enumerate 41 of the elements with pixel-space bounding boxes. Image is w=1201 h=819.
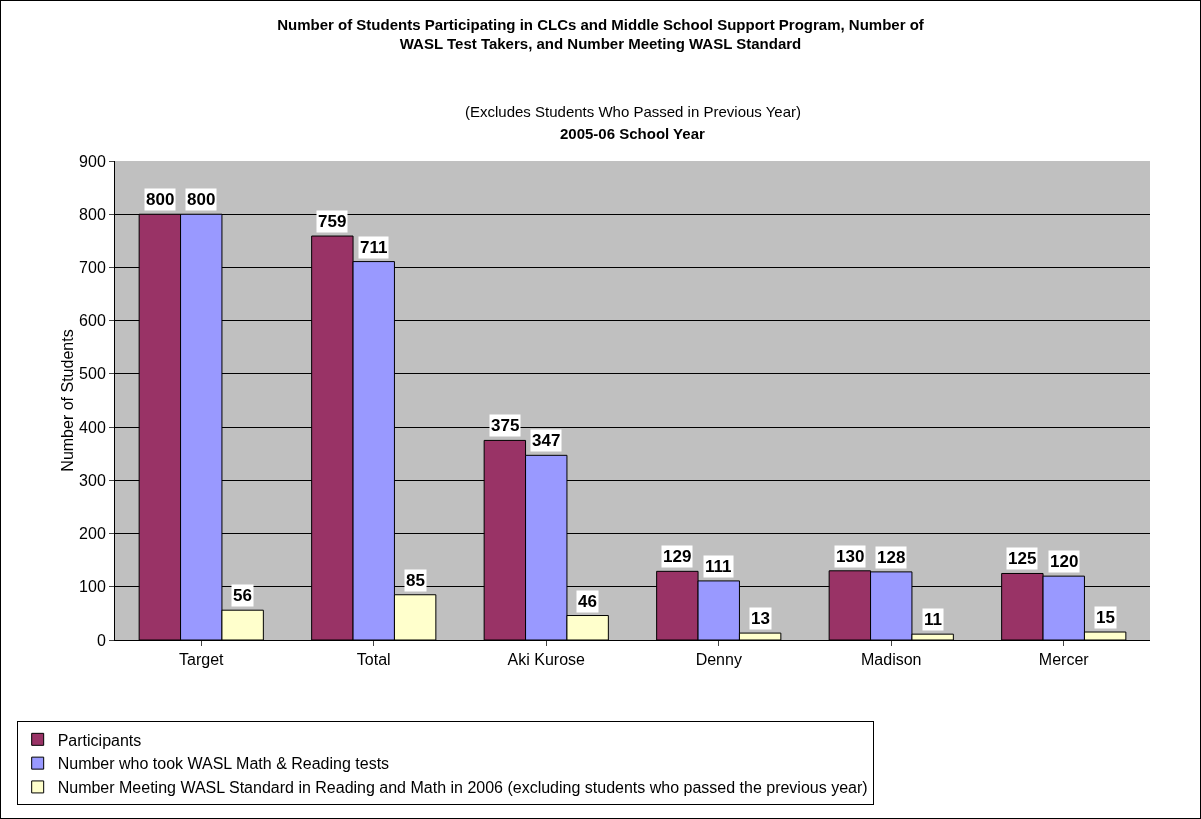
data-label: 56 [233, 586, 252, 605]
y-tick-label: 400 [79, 418, 106, 436]
data-label: 13 [751, 609, 770, 628]
legend-label: Participants [57, 731, 142, 749]
data-label: 125 [1008, 549, 1037, 568]
data-label: 11 [924, 610, 942, 629]
data-label: 347 [532, 431, 561, 450]
data-label: 129 [663, 547, 692, 566]
y-tick-label: 300 [79, 471, 106, 489]
x-tick-label: Madison [861, 651, 922, 669]
data-label: 800 [146, 190, 175, 209]
chart-title: Number of Students Participating in CLCs and Middle School Support Program, Number of WASL Test Takers, and Number Meeting WASL Standard [277, 15, 925, 53]
x-tick-label: Target [179, 651, 225, 669]
data-label: 759 [318, 212, 347, 231]
legend-label: Number who took WASL Math & Reading tests [57, 755, 390, 773]
y-axis-title: Number of Students [59, 329, 76, 472]
x-tick-label: Denny [695, 651, 742, 669]
y-tick-label: 0 [96, 631, 106, 649]
text: 2005-06 School Year [560, 125, 705, 142]
y-tick-label: 800 [79, 205, 106, 223]
x-tick-label: Mercer [1038, 651, 1090, 669]
legend-label: Number Meeting WASL Standard in Reading and Math in 2006 (excluding students who passed the previous year) [57, 779, 868, 797]
data-label: 111 [705, 557, 732, 576]
data-label: 711 [360, 238, 388, 257]
data-label: 46 [578, 592, 597, 611]
data-label: 120 [1050, 552, 1079, 571]
chart-subtitle: (Excludes Students Who Passed in Previous Year) [465, 103, 802, 120]
data-label: 375 [491, 416, 520, 435]
y-tick-label: 500 [79, 365, 106, 383]
y-tick-label: 700 [79, 259, 106, 277]
y-tick-label: 100 [79, 578, 106, 596]
y-tick-label: 200 [79, 525, 106, 543]
data-label: 130 [836, 547, 865, 566]
data-label: 15 [1096, 608, 1115, 627]
y-tick-label: 600 [79, 312, 106, 330]
data-label: 800 [187, 190, 216, 209]
data-label: 85 [406, 571, 425, 590]
data-label: 128 [877, 548, 906, 567]
x-tick-label: Total [356, 651, 391, 669]
x-tick-label: Aki Kurose [507, 651, 586, 669]
y-tick-label: 900 [79, 152, 106, 170]
